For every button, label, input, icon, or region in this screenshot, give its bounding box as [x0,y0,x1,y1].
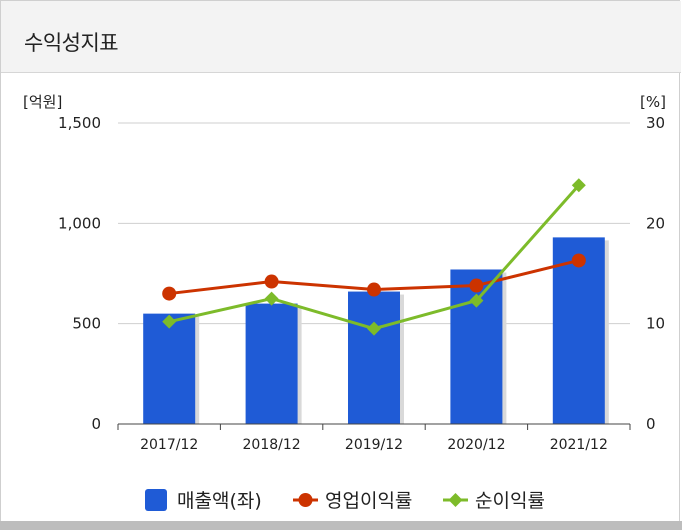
point-net-margin [264,291,279,306]
point-operating-margin [264,274,279,289]
legend-marker-net [448,493,463,507]
y-left-tick-label: 1,500 [58,114,101,132]
legend-label-operating: 영업이익률 [325,490,412,512]
bar-revenue [143,313,196,424]
point-net-margin [367,321,381,336]
bar-revenue [552,237,605,424]
point-operating-margin [571,253,586,268]
panel-title: 수익성지표 [24,31,119,55]
x-tick-label: 2020/12 [447,437,505,453]
point-net-margin [162,314,177,329]
bar-revenue [245,303,298,424]
point-net-margin [571,178,586,193]
panel-header: 수익성지표 [1,1,681,73]
x-tick-label: 2019/12 [345,437,403,453]
y-right-tick-label: 20 [646,214,665,232]
bottom-bar [0,521,682,530]
y-left-tick-label: 1,000 [58,214,101,232]
bar-revenue [450,269,503,424]
y-right-tick-label: 30 [646,114,665,132]
y-left-unit: [억원] [23,93,62,111]
x-tick-label: 2018/12 [243,437,301,453]
y-left-tick-label: 0 [91,415,101,433]
point-net-margin [469,293,484,308]
x-tick-label: 2017/12 [140,437,198,453]
point-operating-margin [367,282,381,297]
y-left-tick-label: 500 [72,315,101,333]
legend-label-net: 순이익률 [475,490,545,512]
legend-label-revenue: 매출액(좌) [177,490,262,512]
y-right-tick-label: 0 [646,415,656,433]
y-right-tick-label: 10 [646,315,665,333]
legend-marker-revenue [145,489,167,511]
point-operating-margin [162,286,177,301]
y-right-unit: [%] [640,93,666,111]
bar-revenue [348,291,400,424]
x-tick-label: 2021/12 [550,437,608,453]
legend-marker-operating [298,493,313,507]
point-operating-margin [469,278,484,293]
